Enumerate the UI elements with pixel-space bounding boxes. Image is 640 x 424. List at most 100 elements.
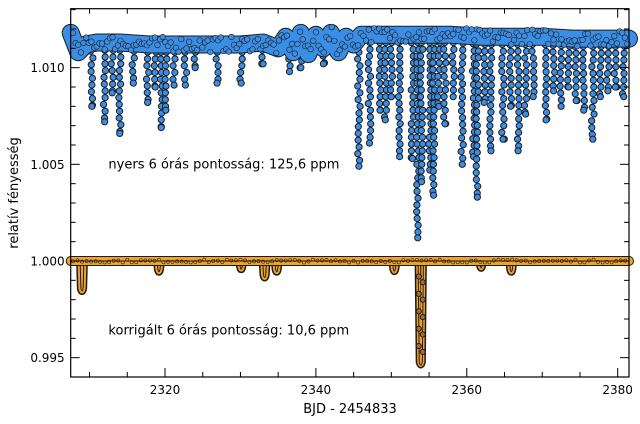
raw-point [516,32,523,39]
raw-dip-point [480,67,488,76]
raw-dip-point [557,62,565,70]
raw-dip-point [597,56,605,64]
raw-dip-point [590,110,598,118]
raw-dip-point [557,55,566,63]
raw-point [167,39,174,46]
raw-dip-point [180,55,189,63]
raw-dip-point [500,81,508,89]
raw-dip-point [529,93,537,101]
raw-dip-point [413,187,421,195]
raw-dip-point [418,133,427,141]
raw-dip-point [440,45,448,53]
corrected-dip-model [262,260,267,278]
raw-dip-point [530,61,538,69]
raw-dip-point [381,59,389,67]
raw-dip-point [434,79,442,87]
raw-point [579,36,586,44]
raw-dip-point [513,135,522,143]
raw-dip-point [486,135,495,143]
raw-point [83,34,90,41]
plot-marks [61,23,638,369]
raw-dip-point [620,76,628,84]
raw-dip-point [604,56,612,64]
raw-point [547,30,555,37]
corrected-point [143,258,148,263]
raw-point [621,34,628,41]
raw-dip-point [354,150,362,158]
raw-point [291,50,298,57]
raw-dip-point [88,81,96,89]
corrected-dip-model [238,260,244,270]
raw-dip-point [522,110,530,118]
raw-dip-point [589,56,597,64]
raw-dip-point [259,60,267,68]
raw-dip-point [556,75,564,84]
corrected-transit-point [415,342,422,350]
raw-dip-point [564,76,572,84]
raw-dip-point [157,124,165,132]
raw-point [550,36,557,43]
raw-dip-point [143,61,151,70]
raw-dip-point [319,60,328,68]
raw-dip-point [499,47,507,55]
raw-dip-point [237,68,245,77]
raw-dip-point [355,143,363,151]
raw-dip-point [396,45,404,53]
raw-dip-point [157,55,165,63]
raw-dip-point [572,56,580,64]
raw-point [534,32,541,40]
x-tick-label: 2320 [150,383,181,397]
raw-dip-point [367,120,375,128]
raw-point [495,34,502,41]
raw-dip-point [396,140,404,148]
raw-dip-point [572,83,580,91]
raw-dip-point [522,95,531,103]
raw-dip-point [101,66,110,75]
raw-dip-point [356,89,364,97]
raw-dip-point [143,89,151,97]
raw-dip-point [386,86,395,94]
raw-dip-point [474,81,483,89]
raw-dip-point [429,174,437,182]
raw-dip-point [580,106,588,114]
raw-dip-point [100,80,108,88]
raw-point [524,27,531,34]
raw-dip-point [213,79,221,87]
raw-dip-point [382,106,390,114]
raw-dip-point [620,69,628,78]
raw-point [326,36,333,43]
raw-dip-point [100,73,108,81]
raw-dip-point [237,79,245,87]
raw-dip-point [486,122,494,130]
raw-dip-point [429,167,437,175]
raw-dip-point [473,193,481,201]
raw-dip-point [364,99,372,108]
raw-dip-point [101,94,109,102]
raw-dip-point [364,59,372,67]
raw-point [587,42,594,49]
raw-point [619,29,626,36]
raw-dip-point [481,81,489,89]
raw-dip-point [458,120,467,129]
raw-point [584,30,591,37]
raw-dip-point [87,67,95,76]
corrected-point [283,258,288,263]
raw-dip-point [499,135,507,143]
raw-dip-point [612,63,620,71]
raw-dip-point [572,69,581,78]
raw-dip-point [521,54,529,62]
raw-dip-point [542,95,550,103]
raw-dip-point [430,126,439,135]
raw-dip-point [396,66,404,74]
raw-dip-point [449,59,457,67]
raw-dip-point [366,86,374,94]
raw-dip-point [473,121,481,129]
raw-dip-point [143,55,152,63]
raw-point [80,39,87,47]
raw-dip-point [115,87,123,95]
raw-dip-point [619,63,627,71]
raw-dip-point [579,63,587,71]
raw-dip-point [116,80,125,88]
raw-dip-point [571,63,579,71]
